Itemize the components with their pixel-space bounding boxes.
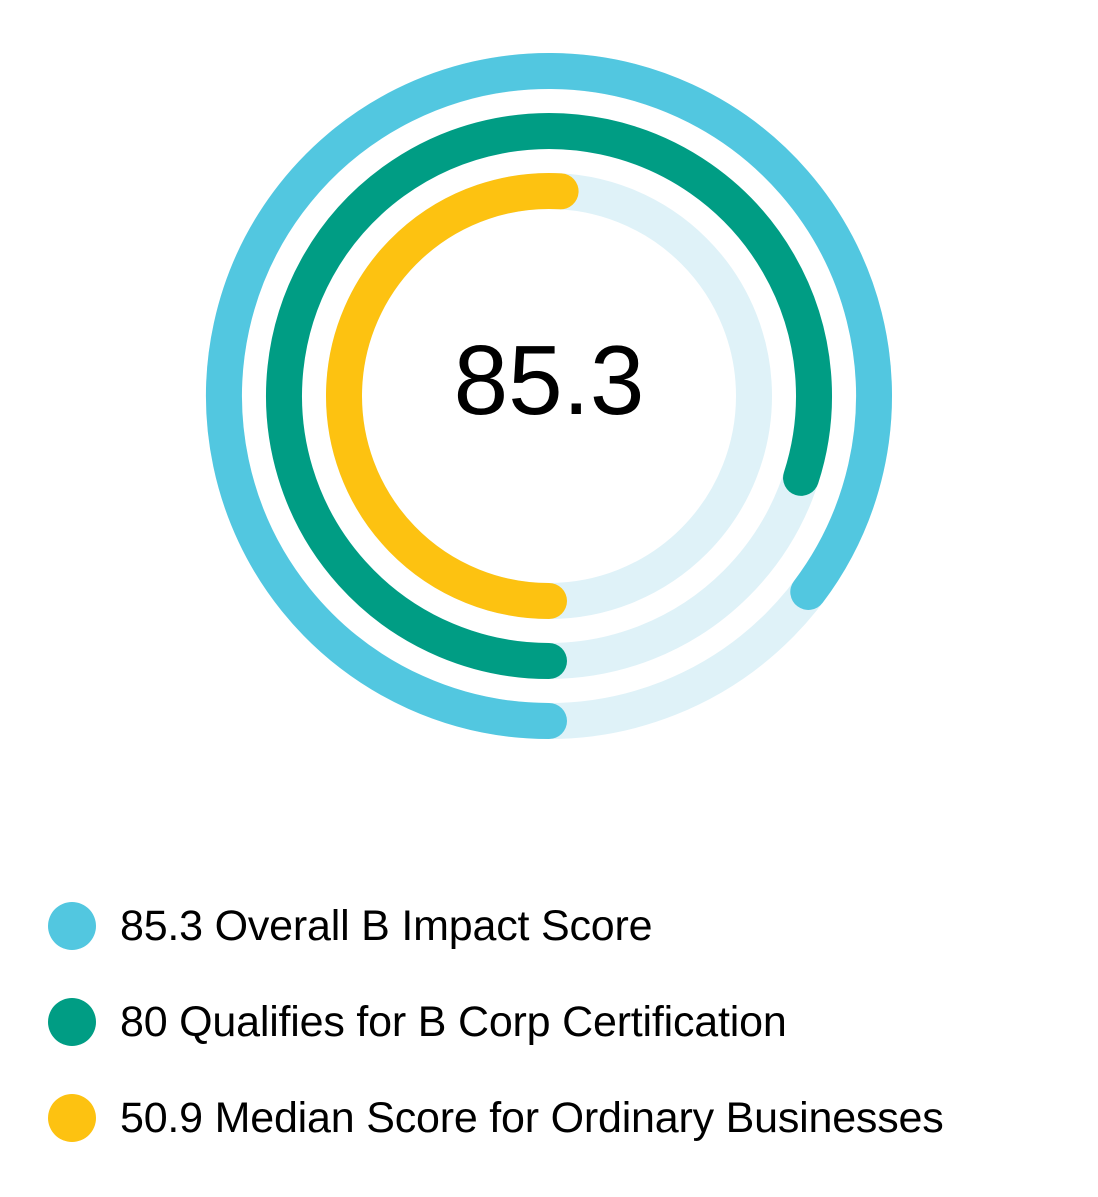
radial-score-chart: 85.3 (206, 53, 892, 739)
legend-label-overall: 85.3 Overall B Impact Score (120, 901, 653, 950)
score-arc-overall (206, 53, 892, 739)
score-arc-median (326, 173, 579, 619)
legend-swatch-median (48, 1094, 96, 1142)
chart-legend: 85.3 Overall B Impact Score 80 Qualifies… (48, 896, 1088, 1148)
legend-label-median: 50.9 Median Score for Ordinary Businesse… (120, 1093, 944, 1142)
chart-arcs (206, 53, 892, 739)
legend-label-qualifies: 80 Qualifies for B Corp Certification (120, 997, 787, 1046)
legend-swatch-overall (48, 902, 96, 950)
legend-item-qualifies: 80 Qualifies for B Corp Certification (48, 992, 1088, 1052)
legend-swatch-qualifies (48, 998, 96, 1046)
score-arc-qualifies (266, 113, 832, 679)
legend-item-overall: 85.3 Overall B Impact Score (48, 896, 1088, 956)
center-score-label: 85.3 (454, 325, 645, 435)
legend-item-median: 50.9 Median Score for Ordinary Businesse… (48, 1088, 1088, 1148)
